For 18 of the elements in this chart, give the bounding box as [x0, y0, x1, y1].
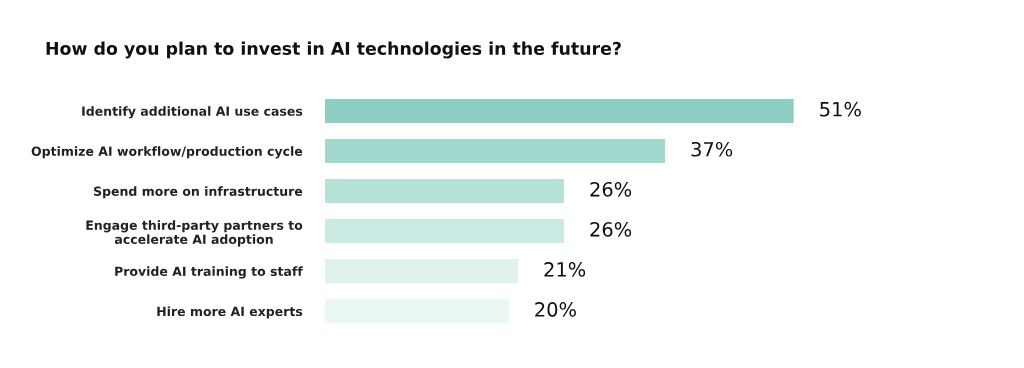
bar [325, 138, 666, 163]
bar [325, 98, 794, 123]
y-tick-label: Spend more on infrastructure [93, 186, 303, 199]
data-label: 26% [590, 181, 632, 197]
data-label: 20% [535, 302, 576, 317]
data-label: 26% [590, 222, 632, 237]
chart-title: How do you plan to invest in AI technologies in the future? [46, 41, 621, 59]
y-tick-label: Identify additional AI use cases [82, 106, 303, 119]
y-tick-label: Optimize AI workflow/production cycle [31, 146, 303, 159]
bar [325, 259, 519, 284]
bar [325, 179, 564, 204]
y-tick-label: Provide AI training to staff [115, 266, 303, 279]
data-label: 37% [691, 141, 733, 157]
data-label: 21% [544, 262, 586, 277]
data-label: 51% [820, 101, 861, 117]
y-tick-label: Hire more AI experts [157, 306, 303, 319]
y-tick-label: Engage third-party partners to accelerate AI adoption [86, 220, 303, 247]
bar [325, 219, 564, 244]
